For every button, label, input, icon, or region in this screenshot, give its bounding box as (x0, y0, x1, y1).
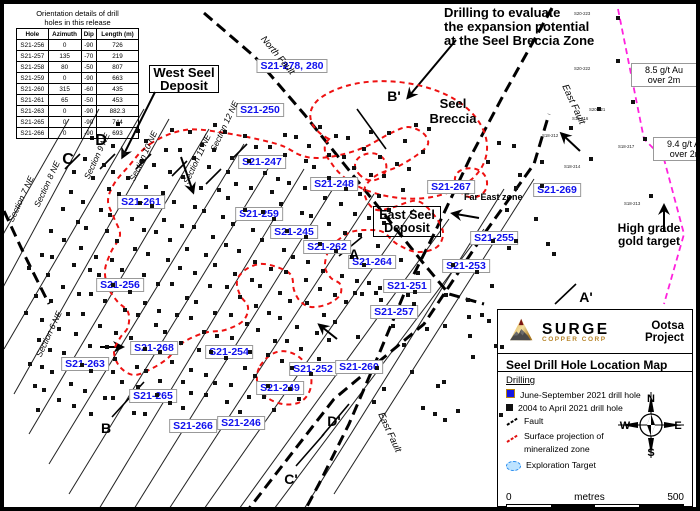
svg-text:N: N (647, 393, 655, 405)
svg-text:W: W (620, 420, 631, 432)
svg-text:E: E (674, 420, 681, 432)
svg-text:S: S (647, 447, 654, 459)
